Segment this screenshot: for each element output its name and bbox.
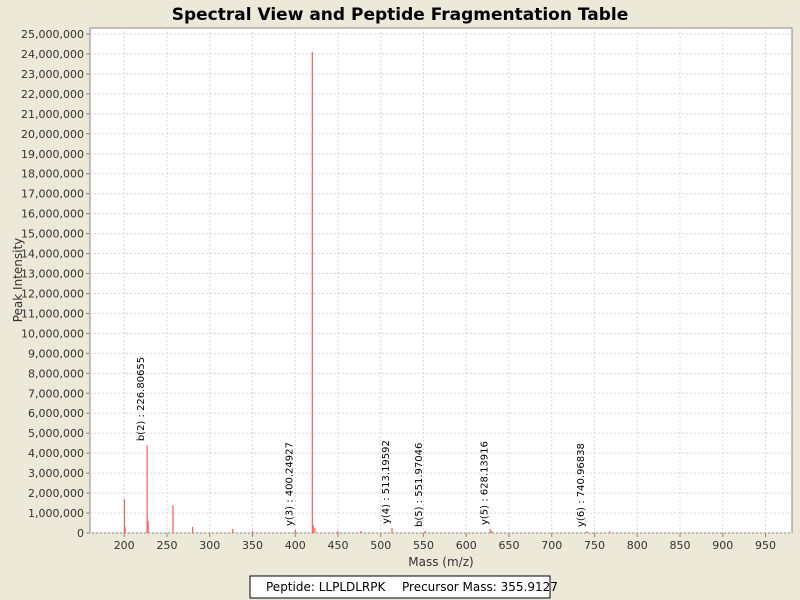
y-tick-label: 6,000,000	[28, 407, 84, 420]
x-tick-label: 750	[584, 539, 605, 552]
x-tick-label: 300	[199, 539, 220, 552]
y-tick-label: 0	[77, 527, 84, 540]
y-tick-label: 13,000,000	[21, 268, 84, 281]
y-tick-label: 21,000,000	[21, 108, 84, 121]
peak-annotation: b(2) : 226.80655	[136, 357, 147, 441]
y-tick-label: 17,000,000	[21, 188, 84, 201]
x-tick-label: 650	[498, 539, 519, 552]
y-tick-label: 9,000,000	[28, 347, 84, 360]
x-tick-label: 700	[541, 539, 562, 552]
peak-annotation: y(3) : 400.24927	[284, 442, 295, 526]
y-tick-label: 25,000,000	[21, 28, 84, 41]
footer-peptide: Peptide: LLPLDLRPK	[266, 580, 386, 594]
y-tick-label: 14,000,000	[21, 248, 84, 261]
y-tick-label: 7,000,000	[28, 387, 84, 400]
x-tick-label: 800	[627, 539, 648, 552]
peak-annotation: y(4) : 513.19592	[381, 440, 392, 524]
y-tick-label: 18,000,000	[21, 168, 84, 181]
x-tick-label: 550	[413, 539, 434, 552]
x-tick-label: 950	[755, 539, 776, 552]
y-tick-label: 22,000,000	[21, 88, 84, 101]
x-tick-label: 200	[114, 539, 135, 552]
y-tick-label: 20,000,000	[21, 128, 84, 141]
y-tick-label: 11,000,000	[21, 307, 84, 320]
y-tick-label: 16,000,000	[21, 208, 84, 221]
y-tick-label: 19,000,000	[21, 148, 84, 161]
plot-area	[89, 27, 793, 534]
chart-title: Spectral View and Peptide Fragmentation …	[172, 5, 629, 25]
y-tick-label: 3,000,000	[28, 467, 84, 480]
y-tick-label: 24,000,000	[21, 48, 84, 61]
x-tick-label: 250	[156, 539, 177, 552]
x-tick-label: 450	[327, 539, 348, 552]
x-tick-label: 900	[712, 539, 733, 552]
x-axis-label: Mass (m/z)	[408, 555, 473, 569]
y-tick-label: 23,000,000	[21, 68, 84, 81]
y-tick-label: 12,000,000	[21, 287, 84, 300]
peak-annotation: y(6) : 740.96838	[576, 443, 587, 527]
y-axis-label: Peak Intensity	[11, 238, 25, 323]
peak-annotation: y(5) : 628.13916	[479, 441, 490, 525]
y-tick-label: 5,000,000	[28, 427, 84, 440]
y-tick-label: 15,000,000	[21, 228, 84, 241]
x-tick-label: 850	[669, 539, 690, 552]
y-tick-label: 4,000,000	[28, 447, 84, 460]
y-tick-label: 10,000,000	[21, 327, 84, 340]
x-tick-label: 600	[456, 539, 477, 552]
y-tick-label: 2,000,000	[28, 487, 84, 500]
footer-precursor: Precursor Mass: 355.9127	[402, 580, 558, 594]
y-tick-label: 8,000,000	[28, 367, 84, 380]
x-tick-label: 400	[285, 539, 306, 552]
x-tick-label: 500	[370, 539, 391, 552]
y-tick-label: 1,000,000	[28, 507, 84, 520]
footer-box	[249, 575, 551, 599]
peak-annotation: b(5) : 551.97046	[414, 443, 425, 527]
x-tick-label: 350	[242, 539, 263, 552]
